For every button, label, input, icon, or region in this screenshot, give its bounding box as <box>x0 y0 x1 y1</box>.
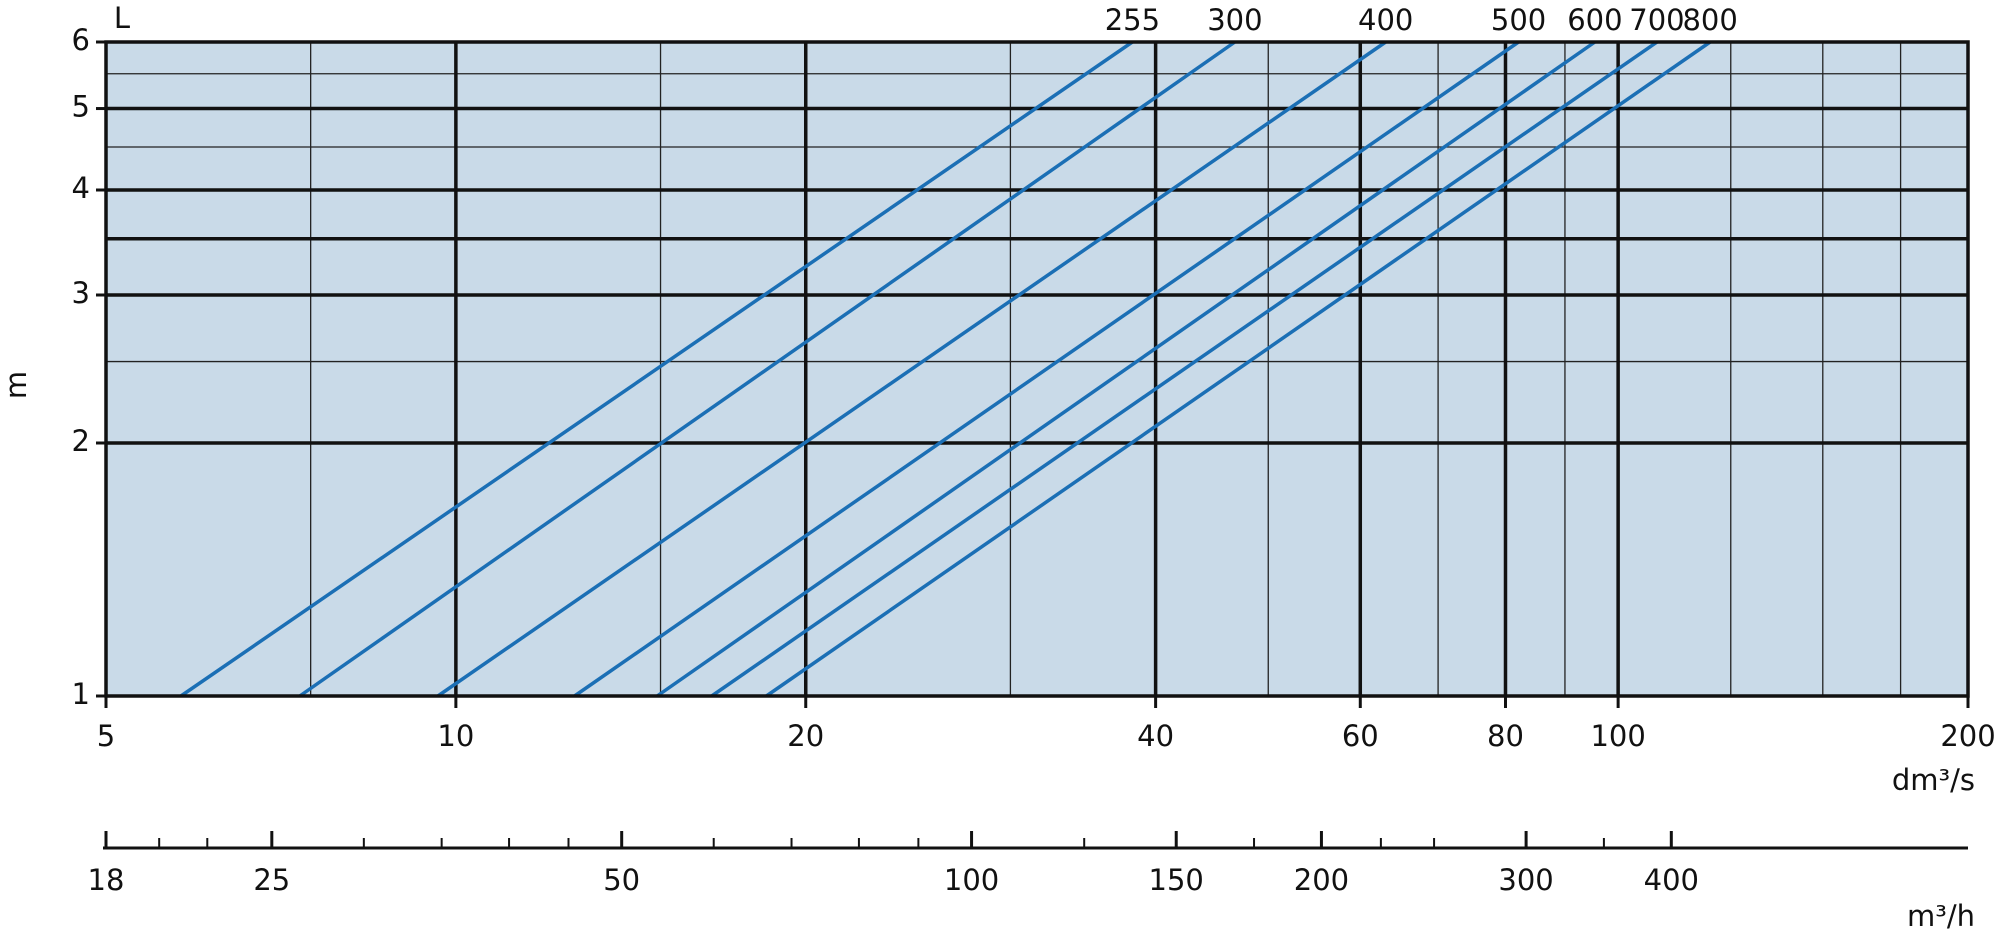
chart-title: L <box>114 1 130 35</box>
series-line <box>573 40 1520 698</box>
x-tick-label: 10 <box>437 719 474 753</box>
series-label: 255 <box>1105 3 1160 37</box>
y-axis-label: m <box>0 371 33 399</box>
series-line <box>179 40 1134 698</box>
x2-tick-label: 400 <box>1644 863 1699 897</box>
series-label: 700 <box>1629 3 1684 37</box>
x-tick-label: 60 <box>1342 719 1379 753</box>
y-tick-label: 6 <box>72 23 90 57</box>
y-tick-label: 2 <box>72 424 90 458</box>
x2-tick-label: 200 <box>1294 863 1349 897</box>
plot-border <box>104 40 1970 698</box>
y-tick-label: 3 <box>72 276 90 310</box>
x-tick-label: 100 <box>1590 719 1645 753</box>
x2-tick-label: 100 <box>944 863 999 897</box>
plot-area <box>106 42 1968 696</box>
series-label: 600 <box>1567 3 1622 37</box>
x-tick-label: 5 <box>97 719 115 753</box>
series-label: 400 <box>1358 3 1413 37</box>
x2-tick-label: 25 <box>253 863 290 897</box>
series-label: 800 <box>1682 3 1737 37</box>
x-tick-label: 80 <box>1487 719 1524 753</box>
x2-tick-label: 150 <box>1149 863 1204 897</box>
y-tick-label: 1 <box>72 677 90 711</box>
x-axis-label: dm³/s <box>1892 763 1975 797</box>
series-line <box>436 40 1387 698</box>
x2-tick-label: 50 <box>603 863 640 897</box>
series-label: 300 <box>1207 3 1262 37</box>
x-tick-label: 200 <box>1940 719 1995 753</box>
series-line <box>656 40 1596 698</box>
x-tick-label: 40 <box>1137 719 1174 753</box>
y-tick-label: 4 <box>72 171 90 205</box>
series-line <box>765 40 1712 698</box>
series-label: 500 <box>1491 3 1546 37</box>
x-tick-label: 20 <box>787 719 824 753</box>
series-line <box>710 40 1658 698</box>
x2-tick-label: 18 <box>88 863 125 897</box>
series-line <box>298 40 1236 698</box>
y-tick-label: 5 <box>72 90 90 124</box>
x2-tick-label: 300 <box>1498 863 1553 897</box>
x2-axis-label: m³/h <box>1907 899 1975 933</box>
